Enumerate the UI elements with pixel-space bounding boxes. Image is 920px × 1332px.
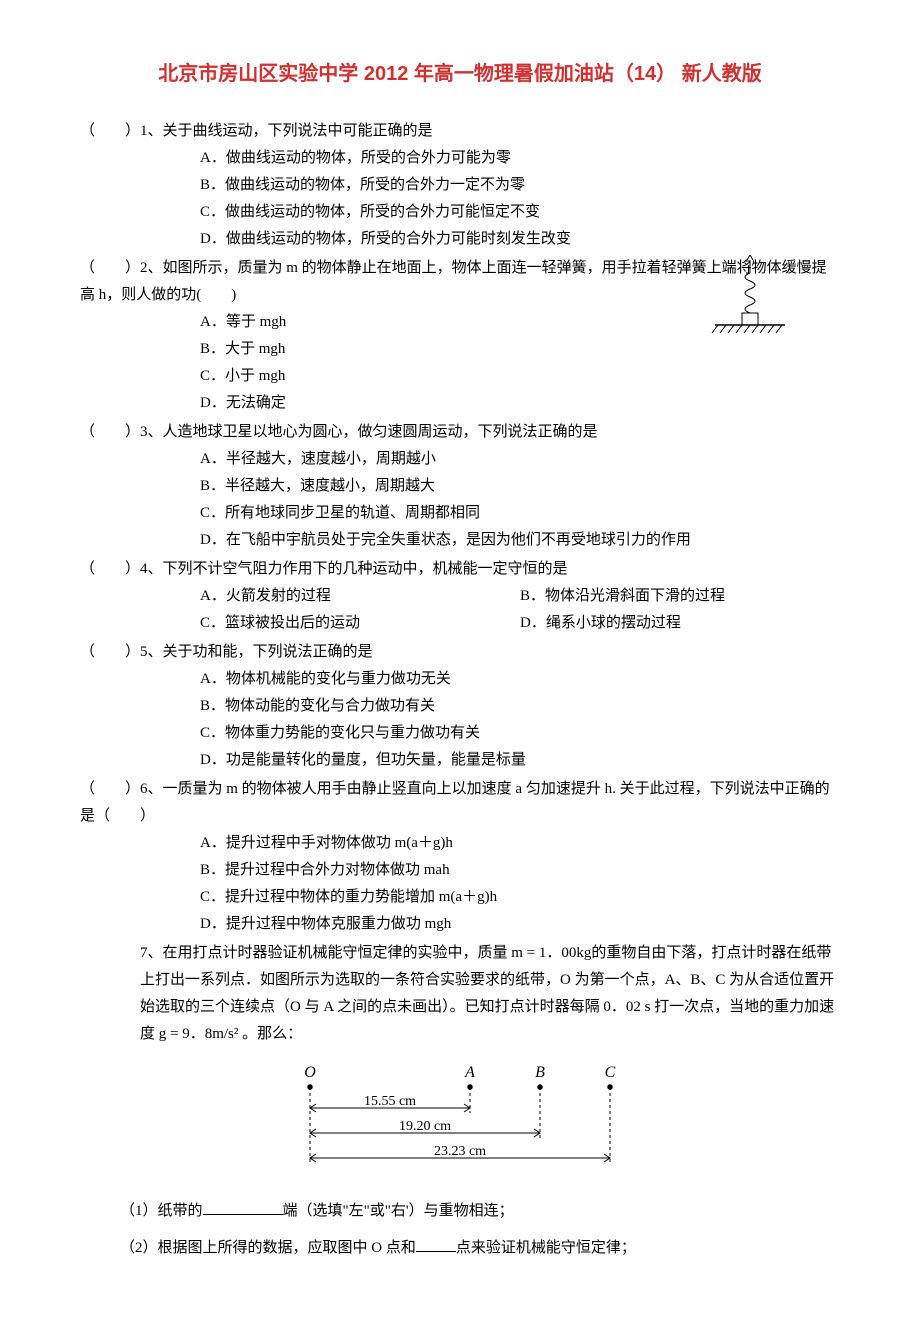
q6-opt-a: A．提升过程中手对物体做功 m(a＋g)h	[80, 830, 840, 857]
q7-head: 7、在用打点计时器验证机械能守恒定律的实验中，质量 m = 1．00kg的重物自…	[80, 940, 840, 1048]
tape-label-c: C	[605, 1064, 616, 1081]
q6-opt-c: C．提升过程中物体的重力势能增加 m(a＋g)h	[80, 884, 840, 911]
q1-opt-b: B．做曲线运动的物体，所受的合外力一定不为零	[80, 172, 840, 199]
tape-figure: O A B C	[80, 1063, 840, 1183]
q4-head: （ ）4、下列不计空气阻力作用下的几种运动中，机械能一定守恒的是	[80, 556, 840, 583]
q1-opt-a: A．做曲线运动的物体，所受的合外力可能为零	[80, 145, 840, 172]
question-4: （ ）4、下列不计空气阻力作用下的几种运动中，机械能一定守恒的是 A．火箭发射的…	[80, 556, 840, 637]
q4-opt-a: A．火箭发射的过程	[200, 583, 520, 610]
q4-opt-b: B．物体沿光滑斜面下滑的过程	[520, 583, 840, 610]
q1-head: （ ）1、关于曲线运动，下列说法中可能正确的是	[80, 118, 840, 145]
tape-dim-2: 19.20 cm	[399, 1119, 451, 1134]
q5-opt-c: C．物体重力势能的变化只与重力做功有关	[80, 720, 840, 747]
q2-opt-d: D．无法确定	[80, 390, 840, 417]
q1-opt-c: C．做曲线运动的物体，所受的合外力可能恒定不变	[80, 199, 840, 226]
blank-2	[416, 1236, 456, 1252]
q3-head: （ ）3、人造地球卫星以地心为圆心，做匀速圆周运动，下列说法正确的是	[80, 419, 840, 446]
question-3: （ ）3、人造地球卫星以地心为圆心，做匀速圆周运动，下列说法正确的是 A．半径越…	[80, 419, 840, 554]
blank-1	[203, 1199, 283, 1215]
q3-opt-d: D．在飞船中宇航员处于完全失重状态，是因为他们不再受地球引力的作用	[80, 527, 840, 554]
tape-dim-1: 15.55 cm	[364, 1094, 416, 1109]
q6-opt-b: B．提升过程中合外力对物体做功 mah	[80, 857, 840, 884]
q2-opt-c: C．小于 mgh	[80, 363, 840, 390]
q5-opt-b: B．物体动能的变化与合力做功有关	[80, 693, 840, 720]
q3-opt-b: B．半径越大，速度越小，周期越大	[80, 473, 840, 500]
question-6: （ ）6、一质量为 m 的物体被人用手由静止竖直向上以加速度 a 匀加速提升 h…	[80, 776, 840, 938]
spring-figure	[700, 255, 800, 355]
spring-svg	[700, 255, 800, 345]
q1-opt-d: D．做曲线运动的物体，所受的合外力可能时刻发生改变	[80, 226, 840, 253]
q4-opt-c: C．篮球被投出后的运动	[200, 610, 520, 637]
q5-opt-a: A．物体机械能的变化与重力做功无关	[80, 666, 840, 693]
q7-sub2: （2）根据图上所得的数据，应取图中 O 点和点来验证机械能守恒定律；	[80, 1235, 840, 1262]
tape-label-b: B	[535, 1064, 545, 1081]
q5-opt-d: D．功是能量转化的量度，但功矢量，能量是标量	[80, 747, 840, 774]
tape-label-a: A	[464, 1064, 475, 1081]
q4-opt-d: D．绳系小球的摆动过程	[520, 610, 840, 637]
tape-svg: O A B C	[270, 1063, 650, 1173]
q3-opt-a: A．半径越大，速度越小，周期越小	[80, 446, 840, 473]
q7-sub1: （1）纸带的端（选填"左"或"右'）与重物相连；	[80, 1198, 840, 1225]
q6-opt-d: D．提升过程中物体克服重力做功 mgh	[80, 911, 840, 938]
question-1: （ ）1、关于曲线运动，下列说法中可能正确的是 A．做曲线运动的物体，所受的合外…	[80, 118, 840, 253]
tape-dim-3: 23.23 cm	[434, 1144, 486, 1159]
question-7: 7、在用打点计时器验证机械能守恒定律的实验中，质量 m = 1．00kg的重物自…	[80, 940, 840, 1262]
q5-head: （ ）5、关于功和能，下列说法正确的是	[80, 639, 840, 666]
q6-head: （ ）6、一质量为 m 的物体被人用手由静止竖直向上以加速度 a 匀加速提升 h…	[80, 776, 840, 830]
question-5: （ ）5、关于功和能，下列说法正确的是 A．物体机械能的变化与重力做功无关 B．…	[80, 639, 840, 774]
tape-label-o: O	[304, 1064, 316, 1081]
q3-opt-c: C．所有地球同步卫星的轨道、周期都相同	[80, 500, 840, 527]
question-2: （ ）2、如图所示，质量为 m 的物体静止在地面上，物体上面连一轻弹簧，用手拉着…	[80, 255, 840, 417]
page-title: 北京市房山区实验中学 2012 年高一物理暑假加油站（14） 新人教版	[80, 60, 840, 88]
